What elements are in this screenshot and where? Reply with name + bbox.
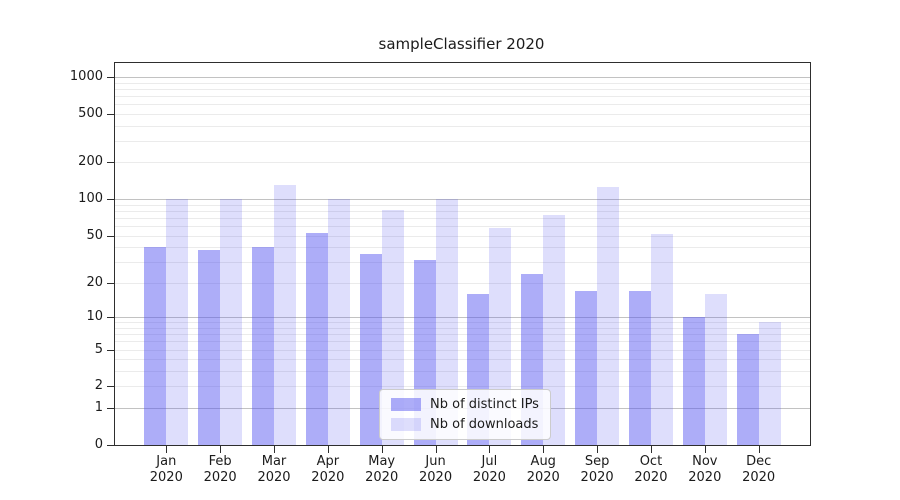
x-axis-tick <box>543 446 545 453</box>
bar-downloads-sep <box>597 187 620 445</box>
x-axis-year-label: 2020 <box>742 469 776 485</box>
y-axis-tick-label: 100 <box>78 191 103 207</box>
y-axis-tick <box>107 76 114 78</box>
x-axis-tick <box>435 446 437 453</box>
bar-distinct-ips-apr <box>305 232 328 445</box>
x-axis-tick <box>327 446 329 453</box>
x-axis-year-label: 2020 <box>419 469 453 485</box>
minor-gridline <box>115 95 810 97</box>
x-axis-tick <box>274 446 275 453</box>
bar-distinct-ips-feb <box>198 249 221 445</box>
minor-gridline <box>115 162 810 164</box>
bar-downloads-feb <box>220 199 243 445</box>
x-axis-year-label: 2020 <box>203 469 237 485</box>
x-axis-tick <box>758 446 760 453</box>
y-axis-tick-label: 1 <box>94 400 103 416</box>
y-axis-tick-label: 1000 <box>69 68 103 84</box>
bar-distinct-ips-nov <box>682 317 705 445</box>
y-axis-tick-label: 5 <box>94 341 103 357</box>
legend-item-distinct-ips: Nb of distinct IPs <box>391 397 539 412</box>
y-axis-tick-label: 200 <box>78 154 103 170</box>
bar-downloads-jan <box>166 199 189 445</box>
y-axis-tick-label: 0 <box>94 437 103 452</box>
x-axis-tick <box>489 446 491 453</box>
chart-title: sampleClassifier 2020 <box>378 35 545 53</box>
x-axis-tick-label: Nov 2020 <box>673 454 737 485</box>
y-axis-tick <box>107 349 114 351</box>
bar-distinct-ips-may <box>359 254 382 445</box>
x-axis-year-label: 2020 <box>526 469 560 485</box>
bar-distinct-ips-jan <box>144 247 167 445</box>
x-axis-tick <box>220 446 222 453</box>
legend: Nb of distinct IPs Nb of downloads <box>379 389 551 440</box>
x-axis-tick-label: Oct 2020 <box>619 454 683 485</box>
y-axis-tick <box>107 317 114 319</box>
x-axis-tick-label: Dec 2020 <box>727 454 791 485</box>
x-axis-tick <box>597 446 599 453</box>
x-axis-tick-label: Apr 2020 <box>296 454 360 485</box>
x-axis-tick <box>650 446 652 453</box>
legend-swatch-downloads <box>391 418 421 431</box>
x-axis-year-label: 2020 <box>688 469 722 485</box>
y-axis-tick-label: 20 <box>86 274 103 290</box>
x-axis-tick-label: Feb 2020 <box>188 454 252 485</box>
bar-downloads-oct <box>650 233 673 445</box>
y-axis-tick <box>107 162 114 164</box>
x-axis-year-label: 2020 <box>149 469 183 485</box>
y-axis-tick-label: 2 <box>94 378 103 394</box>
x-axis-tick-label: Jan 2020 <box>134 454 198 485</box>
minor-gridline <box>115 125 810 127</box>
minor-gridline <box>115 88 810 90</box>
legend-label-distinct-ips: Nb of distinct IPs <box>430 397 539 412</box>
x-axis-tick-label: Jul 2020 <box>457 454 521 485</box>
major-gridline <box>115 76 810 78</box>
x-axis-year-label: 2020 <box>257 469 291 485</box>
minor-gridline <box>115 104 810 106</box>
x-axis-tick-label: Sep 2020 <box>565 454 629 485</box>
x-axis-year-label: 2020 <box>472 469 506 485</box>
x-axis-tick <box>381 446 383 453</box>
bar-downloads-nov <box>704 294 727 445</box>
bar-downloads-jun <box>435 199 458 445</box>
x-axis-tick <box>704 446 706 453</box>
x-axis-tick-label: Mar 2020 <box>242 454 306 485</box>
y-axis-tick <box>107 113 114 115</box>
minor-gridline <box>115 113 810 115</box>
bar-distinct-ips-mar <box>252 247 274 445</box>
y-axis-tick <box>107 235 114 237</box>
legend-label-downloads: Nb of downloads <box>430 417 539 432</box>
x-axis-tick-label: May 2020 <box>350 454 414 485</box>
y-axis-tick <box>107 408 114 410</box>
legend-swatch-distinct-ips <box>391 398 421 411</box>
y-axis-tick-label: 50 <box>86 227 103 243</box>
minor-gridline <box>115 82 810 84</box>
bar-distinct-ips-oct <box>628 291 651 445</box>
y-axis-tick-label: 500 <box>78 105 103 121</box>
x-axis-year-label: 2020 <box>580 469 614 485</box>
y-axis-tick <box>107 445 114 446</box>
bar-distinct-ips-dec <box>736 334 759 445</box>
x-axis-tick-label: Jun 2020 <box>404 454 468 485</box>
y-axis-tick <box>107 282 114 284</box>
y-axis-tick <box>107 199 114 201</box>
x-axis-year-label: 2020 <box>634 469 668 485</box>
x-axis-year-label: 2020 <box>311 469 345 485</box>
x-axis-year-label: 2020 <box>365 469 399 485</box>
legend-item-downloads: Nb of downloads <box>391 417 539 432</box>
bar-downloads-dec <box>758 322 781 445</box>
bar-downloads-aug <box>543 215 566 445</box>
minor-gridline <box>115 140 810 142</box>
y-axis-tick-label: 10 <box>86 309 103 325</box>
bar-downloads-may <box>381 209 404 445</box>
x-axis-tick-label: Aug 2020 <box>511 454 575 485</box>
bar-downloads-mar <box>274 185 296 445</box>
bar-distinct-ips-sep <box>575 291 598 445</box>
plot-area: Dec 2020 Nov 2020 Oct 2020 Sep 2020 Aug 2020 Jul 20… <box>70 62 811 485</box>
bar-downloads-apr <box>327 199 350 445</box>
x-axis-tick <box>166 446 168 453</box>
y-axis-tick <box>107 386 114 388</box>
